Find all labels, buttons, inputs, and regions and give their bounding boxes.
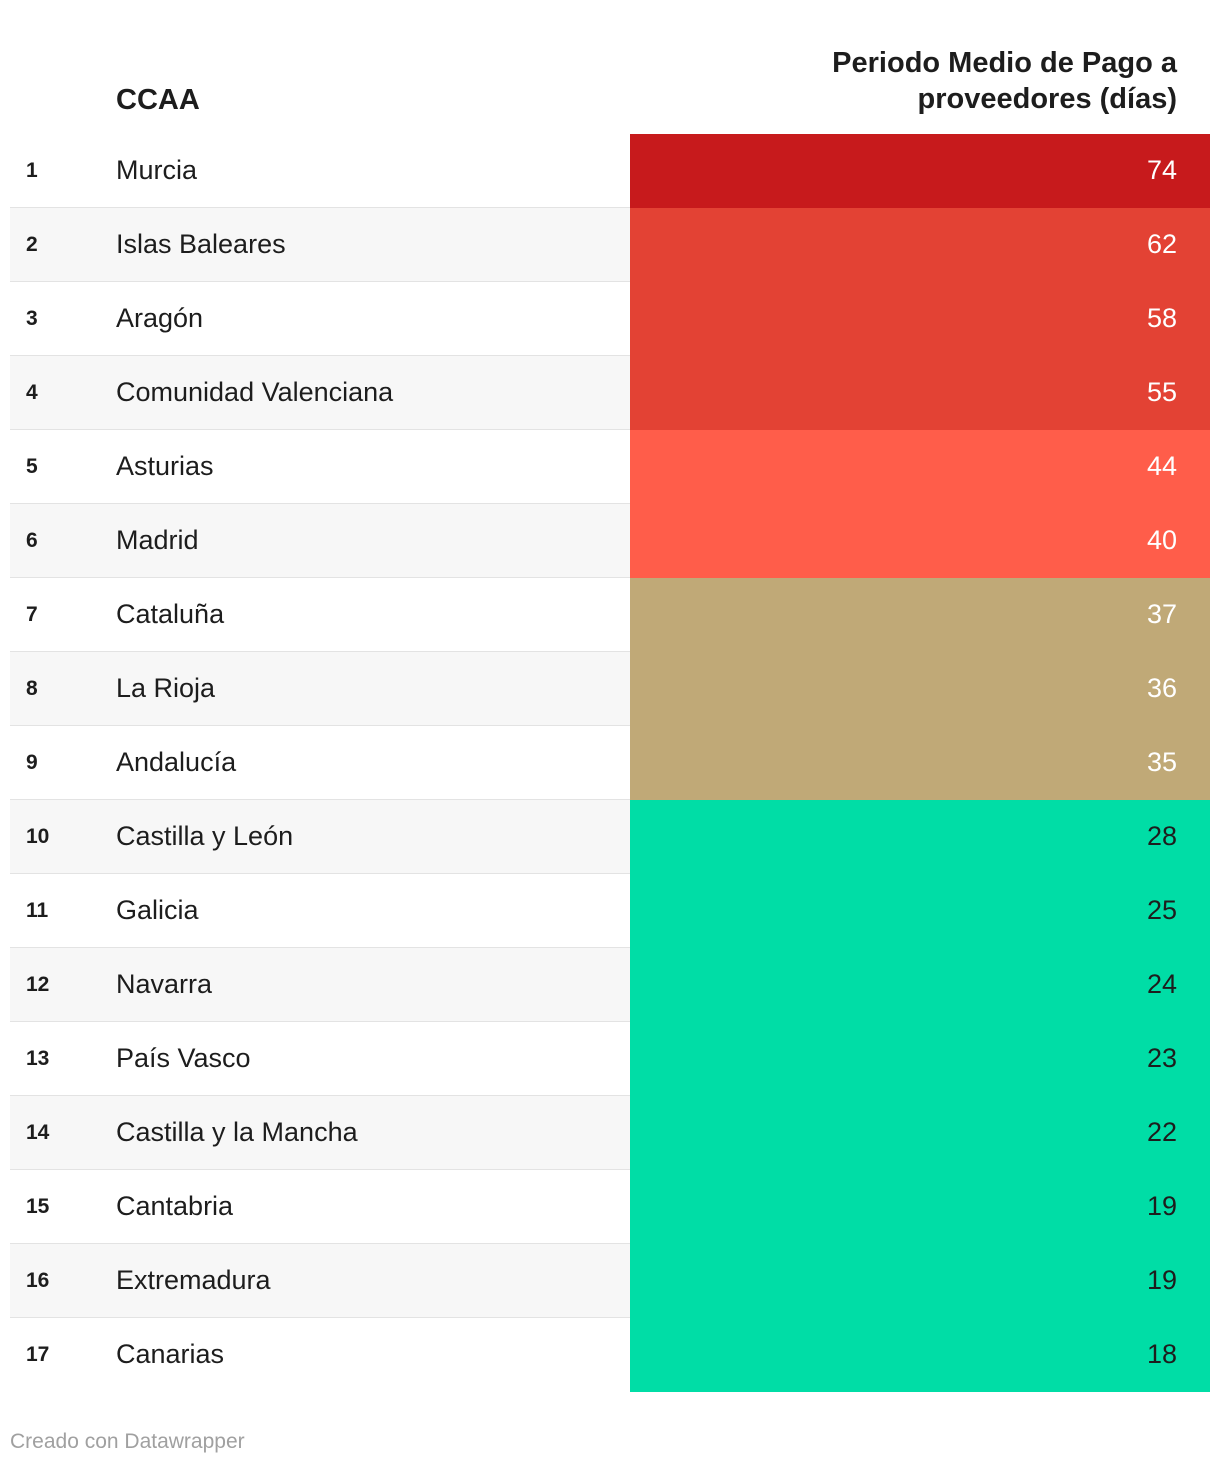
row-ccaa-name: Comunidad Valenciana: [116, 377, 394, 407]
table-row: 9 Andalucía 35: [10, 726, 1210, 800]
row-payment-days-cell: 62: [630, 208, 1210, 282]
row-ccaa-name: Murcia: [116, 155, 198, 185]
row-rank: 14: [26, 1121, 50, 1144]
row-ccaa-name: Castilla y la Mancha: [116, 1117, 358, 1147]
table-header: CCAA Periodo Medio de Pago a proveedores…: [10, 0, 1210, 134]
row-payment-days-cell: 24: [630, 948, 1210, 1022]
row-rank: 17: [26, 1343, 50, 1366]
row-payment-days-cell: 74: [630, 134, 1210, 208]
row-payment-days-cell: 18: [630, 1318, 1210, 1392]
row-ccaa-name: Canarias: [116, 1339, 225, 1369]
row-rank: 15: [26, 1195, 50, 1218]
table-row: 5 Asturias 44: [10, 430, 1210, 504]
row-rank: 4: [26, 381, 38, 404]
row-rank: 5: [26, 455, 38, 478]
row-payment-days-cell: 19: [630, 1244, 1210, 1318]
row-payment-days-cell: 23: [630, 1022, 1210, 1096]
row-rank: 8: [26, 677, 38, 700]
row-ccaa-name: Cataluña: [116, 599, 225, 629]
row-rank: 7: [26, 603, 38, 626]
row-ccaa-name: Extremadura: [116, 1265, 271, 1295]
row-ccaa-name: Aragón: [116, 303, 204, 333]
row-ccaa-name: Cantabria: [116, 1191, 234, 1221]
column-header-payment-period[interactable]: Periodo Medio de Pago a proveedores (día…: [832, 47, 1177, 115]
table-row: 4 Comunidad Valenciana 55: [10, 356, 1210, 430]
row-rank: 16: [26, 1269, 50, 1292]
row-ccaa-name: Asturias: [116, 451, 214, 481]
row-payment-days-cell: 58: [630, 282, 1210, 356]
row-ccaa-name: Navarra: [116, 969, 213, 999]
row-payment-days-cell: 35: [630, 726, 1210, 800]
row-rank: 10: [26, 825, 50, 848]
row-payment-days-cell: 19: [630, 1170, 1210, 1244]
table-row: 12 Navarra 24: [10, 948, 1210, 1022]
table-row: 3 Aragón 58: [10, 282, 1210, 356]
table-row: 11 Galicia 25: [10, 874, 1210, 948]
row-payment-days-cell: 25: [630, 874, 1210, 948]
row-ccaa-name: Islas Baleares: [116, 229, 286, 259]
row-payment-days-cell: 37: [630, 578, 1210, 652]
table-row: 10 Castilla y León 28: [10, 800, 1210, 874]
row-rank: 3: [26, 307, 38, 330]
row-ccaa-name: Castilla y León: [116, 821, 294, 851]
row-payment-days-cell: 40: [630, 504, 1210, 578]
table-row: 1 Murcia 74: [10, 134, 1210, 208]
table-row: 14 Castilla y la Mancha 22: [10, 1096, 1210, 1170]
row-rank: 11: [26, 899, 49, 922]
table-body: 1 Murcia 74 2 Islas Baleares 62 3 Aragón 58 4 Comu…: [10, 134, 1210, 1392]
row-payment-days-cell: 36: [630, 652, 1210, 726]
row-ccaa-name: Madrid: [116, 525, 199, 555]
row-rank: 13: [26, 1047, 50, 1070]
row-payment-days-cell: 22: [630, 1096, 1210, 1170]
table-row: 15 Cantabria 19: [10, 1170, 1210, 1244]
row-ccaa-name: Andalucía: [116, 747, 237, 777]
row-rank: 6: [26, 529, 38, 552]
table-row: 13 País Vasco 23: [10, 1022, 1210, 1096]
row-rank: 1: [26, 159, 38, 182]
table-row: 6 Madrid 40: [10, 504, 1210, 578]
row-ccaa-name: País Vasco: [116, 1043, 251, 1073]
row-rank: 2: [26, 233, 38, 256]
table-row: 16 Extremadura 19: [10, 1244, 1210, 1318]
row-payment-days-cell: 55: [630, 356, 1210, 430]
table-row: 7 Cataluña 37: [10, 578, 1210, 652]
table-row: 17 Canarias 18: [10, 1318, 1210, 1392]
row-rank: 12: [26, 973, 50, 996]
row-rank: 9: [26, 751, 38, 774]
row-payment-days-cell: 44: [630, 430, 1210, 504]
table-row: 8 La Rioja 36: [10, 652, 1210, 726]
row-payment-days-cell: 28: [630, 800, 1210, 874]
table-row: 2 Islas Baleares 62: [10, 208, 1210, 282]
column-header-ccaa[interactable]: CCAA: [116, 84, 200, 116]
datawrapper-credit[interactable]: Creado con Datawrapper: [10, 1430, 245, 1453]
data-table: CCAA Periodo Medio de Pago a proveedores…: [10, 0, 1210, 1392]
row-ccaa-name: La Rioja: [116, 673, 216, 703]
row-ccaa-name: Galicia: [116, 895, 199, 925]
